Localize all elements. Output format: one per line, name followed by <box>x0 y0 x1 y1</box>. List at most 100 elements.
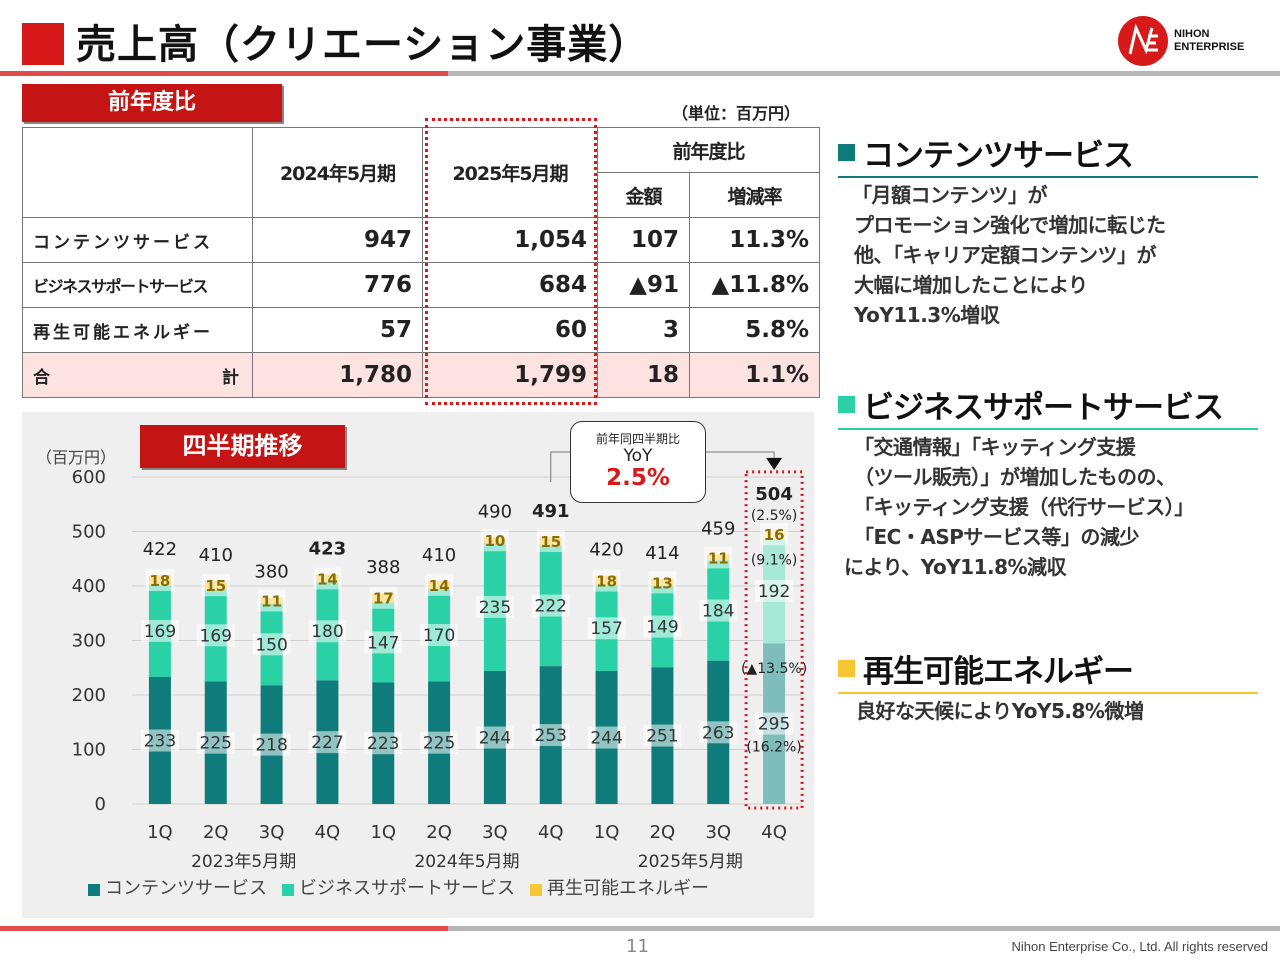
section-title: コンテンツサービス <box>863 138 1134 174</box>
data-label: 10 <box>484 532 505 550</box>
data-label-bg <box>648 571 677 594</box>
data-label: 170 <box>423 626 455 646</box>
x-group-label: 2023年5月期 <box>191 852 296 872</box>
x-tick-label: 2Q <box>650 822 676 843</box>
data-label-bg <box>704 546 733 569</box>
callout-value: 2.5% <box>606 465 670 491</box>
data-label-bg <box>308 731 347 754</box>
row-label: ビジネスサポートサービス <box>22 262 253 308</box>
section-line: により、YoY11.8%減収 <box>844 555 1067 579</box>
total-label: 423 <box>309 539 347 560</box>
title-divider <box>0 71 1280 76</box>
data-label: 157 <box>590 619 622 639</box>
x-tick-label: 4Q <box>315 822 341 843</box>
legend-swatch <box>282 884 294 896</box>
table-row: ビジネスサポートサービス 776 684 ▲91 ▲11.8% <box>22 262 820 308</box>
data-label: 251 <box>646 727 678 747</box>
quarterly-section-tag: 四半期推移 <box>140 425 345 468</box>
data-label-bg <box>420 731 459 754</box>
x-tick-label: 3Q <box>482 822 508 843</box>
data-label: 253 <box>535 726 567 746</box>
copyright: Nihon Enterprise Co., Ltd. All rights re… <box>1011 939 1268 954</box>
total-label: 504 <box>755 484 793 505</box>
y-tick-label: 600 <box>72 467 106 488</box>
data-label: 225 <box>423 734 455 754</box>
data-label: 218 <box>255 736 287 756</box>
data-label-bg <box>308 620 347 643</box>
yoy-section-tag: 前年度比 <box>22 84 282 122</box>
cell-2024: 57 <box>252 307 423 353</box>
table-total-row: 合 計 1,780 1,799 18 1.1% <box>22 352 820 398</box>
x-tick-label: 3Q <box>259 822 285 843</box>
data-label: 295 <box>758 715 790 735</box>
data-label: 169 <box>200 626 232 646</box>
data-label-bg <box>140 619 179 642</box>
data-label-bg <box>201 574 230 597</box>
logo-mark-icon <box>1118 16 1168 66</box>
company-logo: NIHON ENTERPRISE <box>1118 16 1244 66</box>
section-title: ビジネスサポートサービス <box>863 390 1224 426</box>
data-label: 16 <box>764 526 785 544</box>
cell-rate: 11.3% <box>689 217 820 263</box>
data-label-bg <box>699 599 738 622</box>
down-arrow-icon <box>766 457 783 470</box>
total-2025: 1,799 <box>422 352 598 398</box>
section-line: 「月額コンテンツ」が <box>852 183 1048 207</box>
x-tick-label: 1Q <box>147 822 173 843</box>
fy2025-highlight <box>425 118 597 405</box>
section-line: 良好な天候によりYoY5.8%微増 <box>856 699 1144 723</box>
data-label-bg <box>531 594 570 617</box>
data-label-bg <box>252 733 291 756</box>
data-label: 13 <box>652 574 673 592</box>
cell-rate: 5.8% <box>689 307 820 353</box>
legend-label: 再生可能エネルギー <box>547 878 709 899</box>
data-label-bg <box>475 595 514 618</box>
data-label: 14 <box>317 570 338 588</box>
data-label: 149 <box>646 618 678 638</box>
section-line: YoY11.3%増収 <box>854 303 1000 327</box>
data-label: 263 <box>702 723 734 743</box>
total-label: 合 計 <box>22 352 253 398</box>
unit-label: （単位：百万円） <box>672 104 801 123</box>
data-label: 222 <box>535 597 567 617</box>
data-label-bg <box>140 729 179 752</box>
data-label: 184 <box>702 602 734 622</box>
section-content-service: コンテンツサービス 「月額コンテンツ」が プロモーション強化で増加に転じた 他、… <box>838 130 1258 330</box>
data-label-bg <box>587 617 626 640</box>
section-body: 「交通情報」「キッティング支援 （ツール販売）」が増加したものの、 「キッティン… <box>838 432 1258 582</box>
data-label: 147 <box>367 633 399 653</box>
data-label-bg <box>760 523 789 546</box>
data-label-bg <box>313 567 342 590</box>
q4-highlight <box>744 470 804 810</box>
table-row: 再生可能エネルギー 57 60 3 5.8% <box>22 307 820 353</box>
total-label: 422 <box>143 539 177 560</box>
data-label-bg <box>755 712 794 735</box>
section-body: 良好な天候によりYoY5.8%微増 <box>838 696 1258 726</box>
pct-label: (9.1%) <box>751 553 798 569</box>
quarterly-chart: 0 100 200 300 400 500 600 233 169 18 422 1Q 225 169 15… <box>72 451 807 899</box>
x-tick-label: 1Q <box>594 822 620 843</box>
col-header-yoy: 前年度比 <box>597 127 820 173</box>
total-2024: 1,780 <box>252 352 423 398</box>
data-label-bg <box>592 569 621 592</box>
legend-label: ビジネスサポートサービス <box>299 878 515 899</box>
data-label: 11 <box>708 549 729 567</box>
total-label: 414 <box>645 543 679 564</box>
pct-label: (▲13.5%) <box>741 661 807 677</box>
legend-label: コンテンツサービス <box>105 878 267 899</box>
y-tick-label: 400 <box>72 576 106 597</box>
table-row: コンテンツサービス 947 1,054 107 11.3% <box>22 217 820 263</box>
pct-label: (16.2%) <box>746 740 801 756</box>
total-label-left: 合 <box>33 367 53 388</box>
cell-amount: 3 <box>597 307 690 353</box>
data-label-bg <box>252 633 291 656</box>
data-label: 225 <box>200 734 232 754</box>
page-title: 売上高（クリエーション事業） <box>76 22 650 68</box>
x-group-label: 2024年5月期 <box>414 852 519 872</box>
cell-2025: 1,054 <box>422 217 598 263</box>
data-label-bg <box>480 529 509 552</box>
x-tick-label: 1Q <box>370 822 396 843</box>
cell-2024: 776 <box>252 262 423 308</box>
footer-divider <box>0 926 1280 931</box>
total-label: 410 <box>199 545 233 566</box>
